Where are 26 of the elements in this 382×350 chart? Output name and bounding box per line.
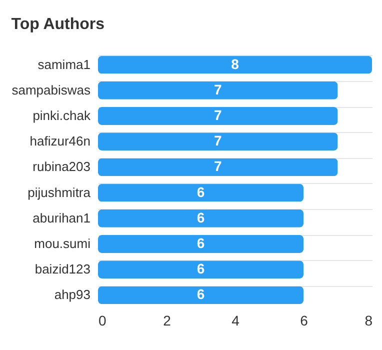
- y-tick-label: hafizur46n: [30, 134, 90, 149]
- y-tick-label: rubina203: [32, 159, 90, 174]
- data-label: 8: [231, 56, 240, 72]
- x-tick-label: 8: [364, 312, 373, 328]
- data-label: 7: [214, 81, 222, 98]
- x-tick-label: 2: [163, 312, 172, 328]
- y-tick-label: samima1: [38, 56, 90, 72]
- y-tick-label: pinki.chak: [32, 108, 91, 123]
- x-tick-label: 0: [98, 312, 106, 328]
- data-label: 7: [214, 107, 222, 123]
- data-label: 7: [214, 132, 222, 149]
- data-label: 6: [196, 209, 205, 226]
- data-label: 6: [196, 260, 205, 277]
- chart-title: Top Authors: [11, 16, 105, 33]
- y-tick-label: sampabiswas: [12, 82, 91, 98]
- data-label: 6: [196, 184, 205, 200]
- y-tick-label: ahp93: [54, 287, 90, 302]
- y-tick-label: pijushmitra: [28, 184, 92, 200]
- data-label: 6: [196, 235, 205, 251]
- y-tick-label: mou.sumi: [34, 236, 91, 251]
- x-tick-label: 6: [300, 312, 308, 328]
- y-tick-label: baizid123: [34, 262, 90, 277]
- y-tick-label: aburihan1: [32, 210, 90, 226]
- data-label: 6: [196, 286, 205, 302]
- x-tick-label: 4: [232, 312, 240, 328]
- data-label: 7: [214, 158, 222, 174]
